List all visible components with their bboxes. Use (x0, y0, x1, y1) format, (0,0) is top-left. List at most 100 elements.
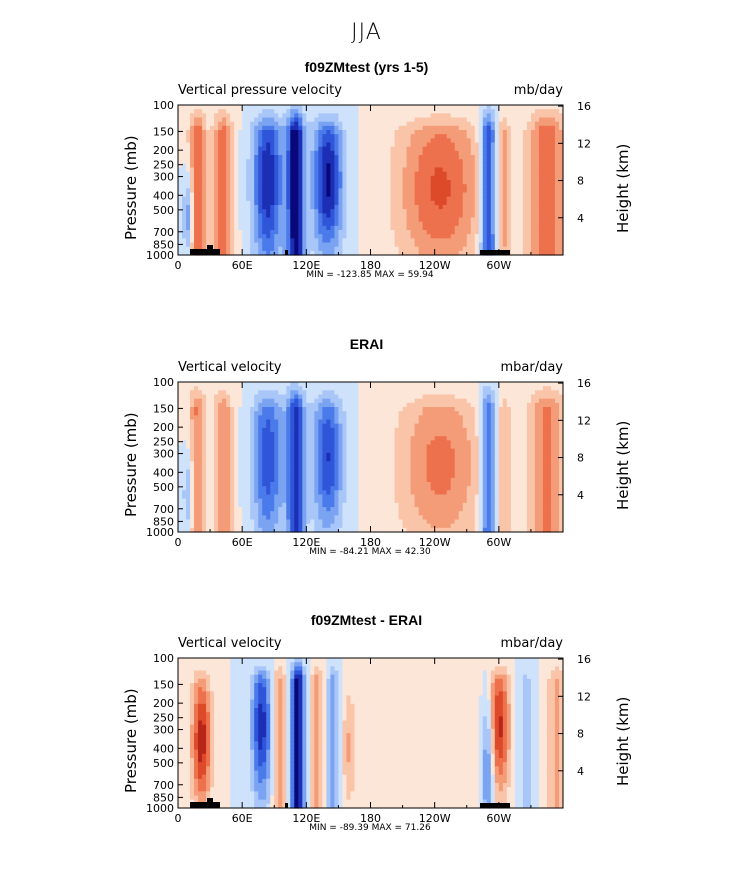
field-cell (202, 138, 207, 144)
field-cell (286, 209, 291, 214)
field-cell (526, 225, 532, 231)
field-cell (314, 523, 319, 529)
field-cell (306, 461, 311, 466)
field-cell (206, 498, 211, 504)
field-cell (450, 138, 456, 144)
field-cell (442, 121, 448, 127)
field-cell (246, 117, 251, 123)
field-cell (498, 125, 504, 131)
field-cell (274, 221, 279, 227)
field-cell (554, 217, 560, 223)
field-cell (310, 519, 315, 525)
field-cell (450, 159, 456, 164)
field-cell (478, 138, 484, 144)
field-cell (306, 507, 311, 512)
field-cell (534, 184, 540, 189)
field-cell (218, 394, 223, 400)
field-cell (298, 423, 303, 429)
field-cell (270, 155, 275, 160)
field-cell (206, 242, 211, 248)
field-cell (306, 415, 311, 421)
field-cell (502, 105, 508, 110)
field-cell (414, 230, 420, 235)
field-cell (326, 490, 331, 496)
field-cell (394, 142, 400, 148)
field-cell (178, 217, 183, 223)
field-cell (198, 125, 203, 131)
field-cell (386, 117, 392, 123)
field-cell (438, 250, 444, 256)
field-cell (318, 527, 323, 533)
field-cell (210, 200, 215, 206)
field-cell (394, 188, 400, 194)
field-cell (306, 382, 311, 387)
field-cell (394, 117, 400, 123)
field-cell (466, 238, 472, 244)
field-cell (474, 117, 480, 123)
field-cell (310, 196, 315, 202)
field-cell (214, 113, 219, 119)
field-cell (330, 130, 336, 135)
field-cell (214, 213, 219, 219)
field-cell (182, 125, 187, 131)
field-cell (338, 180, 344, 185)
field-cell (374, 217, 380, 223)
field-cell (542, 221, 548, 227)
field-cell (278, 196, 283, 202)
field-cell (402, 188, 408, 194)
field-cell (278, 125, 283, 131)
field-cell (274, 515, 279, 521)
field-cell (466, 138, 472, 144)
field-cell (322, 390, 327, 396)
field-cell (538, 213, 544, 219)
field-cell (238, 113, 243, 119)
field-cell (206, 109, 211, 114)
field-cell (282, 196, 287, 202)
field-cell (206, 217, 211, 223)
field-cell (298, 163, 303, 169)
field-cell (182, 192, 187, 198)
field-cell (442, 192, 448, 198)
field-cell (186, 423, 191, 429)
field-cell (294, 407, 299, 412)
field-cell (222, 171, 227, 177)
field-cell (546, 130, 552, 135)
field-cell (210, 192, 215, 198)
field-cell (542, 146, 548, 152)
field-cell (410, 150, 416, 156)
field-cell (254, 159, 259, 164)
field-cell (430, 180, 436, 185)
field-cell (210, 473, 215, 479)
field-cell (270, 502, 275, 508)
field-cell (190, 163, 195, 169)
field-cell (218, 382, 223, 387)
field-cell (346, 188, 352, 194)
field-cell (482, 155, 488, 160)
field-cell (422, 209, 428, 214)
field-cell (230, 105, 235, 110)
field-cell (198, 440, 203, 446)
field-cell (350, 159, 356, 164)
field-cell (446, 213, 452, 219)
field-cell (250, 519, 255, 525)
field-cell (282, 221, 287, 227)
field-cell (242, 180, 247, 185)
field-cell (286, 250, 291, 256)
field-cell (258, 444, 263, 450)
field-cell (282, 113, 287, 119)
field-cell (246, 167, 251, 173)
field-cell (526, 180, 532, 185)
field-cell (366, 163, 372, 169)
field-cell (374, 105, 380, 110)
field-cell (338, 105, 344, 110)
field-cell (286, 382, 291, 387)
field-cell (218, 427, 223, 433)
field-cell (274, 205, 279, 210)
field-cell (430, 130, 436, 135)
field-cell (362, 184, 368, 189)
field-cell (298, 415, 303, 421)
field-cell (446, 138, 452, 144)
field-cell (194, 180, 199, 185)
field-cell (218, 498, 223, 504)
field-cell (494, 213, 500, 219)
